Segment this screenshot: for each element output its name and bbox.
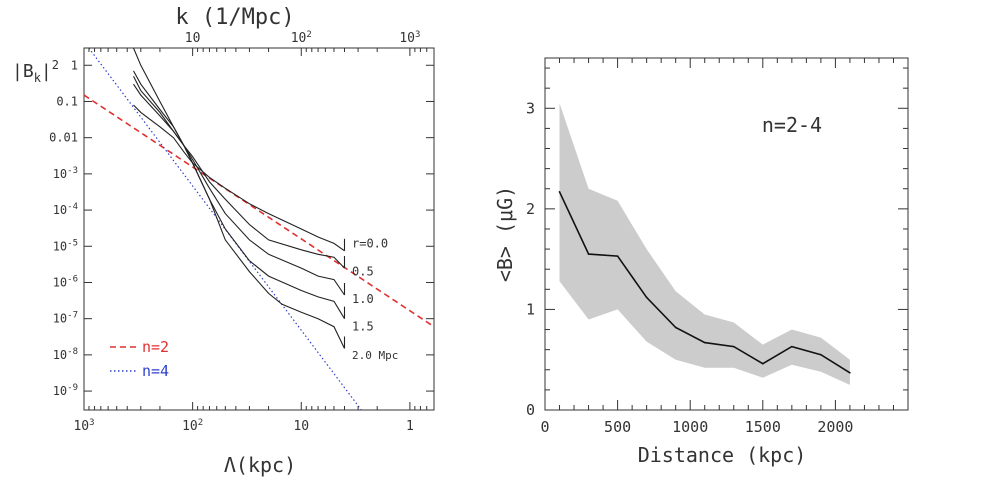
right-y-ticks: 0 1 2 3 bbox=[526, 67, 908, 419]
uncertainty-band bbox=[559, 103, 850, 385]
curve-label-r-1-0: 1.0 bbox=[352, 292, 374, 306]
field-strength-plot bbox=[558, 103, 851, 385]
left-y-tick-label: 10-6 bbox=[53, 274, 78, 289]
mean-field-point bbox=[674, 326, 677, 329]
top-axis-label: k (1/Mpc) bbox=[175, 5, 294, 30]
top-x-tick-label: 103 bbox=[399, 30, 420, 46]
mean-field-point bbox=[820, 353, 822, 356]
left-y-ticks: 1 0.1 0.01 10-3 10-4 10-5 10-6 10-7 10-8 10-9 bbox=[49, 58, 434, 398]
mean-field-point bbox=[732, 345, 735, 348]
right-y-tick-label: 2 bbox=[526, 200, 535, 218]
left-x-tick-label: 103 bbox=[73, 418, 94, 434]
svg-text:|Bk|2: |Bk|2 bbox=[12, 58, 59, 85]
left-x-ticks: 103 102 10 1 bbox=[73, 48, 435, 434]
right-x-tick-label: 1500 bbox=[745, 418, 781, 436]
right-x-tick-label: 2000 bbox=[817, 418, 853, 436]
right-y-tick-label: 3 bbox=[526, 99, 535, 117]
spectrum-curve-r-1-0 bbox=[133, 75, 345, 296]
left-y-tick-label: 0.01 bbox=[49, 131, 78, 145]
left-y-tick-label: 10-9 bbox=[53, 383, 78, 398]
spectrum-curve-r-2-0 bbox=[132, 48, 345, 349]
mean-field-point bbox=[645, 296, 648, 299]
x-axis-label: Λ(kpc) bbox=[224, 453, 296, 477]
left-y-tick-label: 10-8 bbox=[53, 347, 78, 362]
curve-label-r-0-5: 0.5 bbox=[352, 265, 374, 279]
curve-label-r-1-5: 1.5 bbox=[352, 320, 374, 334]
right-x-tick-label: 1000 bbox=[672, 418, 708, 436]
right-panel-field-strength: 0 1 2 3 0 500 1000 1500 2000 n=2-4 <B> (μG) Dis… bbox=[493, 57, 909, 467]
right-plot-frame bbox=[544, 57, 909, 411]
legend-label-n-4: n=4 bbox=[142, 362, 169, 380]
left-y-tick-label: 10-7 bbox=[53, 311, 78, 326]
spectrum-curve-r-1-5 bbox=[133, 70, 345, 319]
y-axis-label-sub: k bbox=[34, 71, 42, 85]
legend-label-n-2: n=2 bbox=[142, 338, 169, 356]
left-panel-spectrum: k (1/Mpc) |Bk|2 r=0.00.51.01.52.0 Mpc 10… bbox=[12, 5, 435, 477]
reference-line-n-4 bbox=[88, 48, 362, 410]
right-y-tick-label: 1 bbox=[526, 300, 535, 318]
left-y-tick-label: 0.1 bbox=[56, 94, 78, 108]
top-x-tick-label: 10 bbox=[185, 31, 201, 46]
curve-label-r-0-0: r=0.0 bbox=[352, 236, 388, 250]
left-y-tick-label: 10-3 bbox=[53, 166, 78, 181]
left-plot-frame bbox=[83, 47, 435, 411]
reference-line-n-2 bbox=[84, 94, 434, 328]
curve-labels: r=0.0 0.5 1.0 1.5 2.0 Mpc bbox=[352, 236, 398, 361]
left-x-tick-label: 10 bbox=[293, 419, 309, 434]
spectrum-curve-r-0-5 bbox=[133, 83, 345, 269]
top-x-ticks: 10 102 103 bbox=[185, 30, 420, 56]
curve-label-r-2-0: 2.0 Mpc bbox=[352, 349, 398, 362]
left-x-tick-label: 102 bbox=[182, 418, 203, 434]
mean-field-point bbox=[616, 255, 619, 257]
left-y-tick-label: 10-4 bbox=[53, 202, 78, 217]
legend: n=2n=4 bbox=[110, 338, 169, 380]
top-x-tick-label: 102 bbox=[291, 30, 312, 46]
mean-field-point bbox=[762, 362, 764, 365]
right-x-tick-label: 0 bbox=[540, 418, 549, 436]
y-axis-label-main: |B bbox=[12, 61, 34, 82]
spectrum-curves bbox=[132, 48, 346, 349]
mean-field-point bbox=[791, 345, 793, 348]
mean-field-point bbox=[587, 253, 590, 255]
mean-field-point bbox=[703, 341, 706, 344]
right-x-ticks: 0 500 1000 1500 2000 bbox=[540, 58, 894, 436]
right-y-axis-label: <B> (μG) bbox=[493, 186, 517, 282]
right-x-axis-label: Distance (kpc) bbox=[638, 443, 807, 467]
left-x-tick-label: 1 bbox=[406, 419, 414, 434]
spectrum-curve-r-0-0 bbox=[133, 104, 345, 252]
mean-field-point bbox=[558, 190, 561, 193]
y-axis-label: |Bk|2 bbox=[12, 58, 59, 85]
y-axis-label-sup: 2 bbox=[52, 58, 59, 72]
y-axis-label-tail: | bbox=[41, 61, 52, 82]
reference-lines bbox=[84, 48, 434, 410]
right-x-tick-label: 500 bbox=[604, 418, 631, 436]
mean-field-point bbox=[849, 371, 851, 374]
left-y-tick-label: 1 bbox=[71, 58, 78, 72]
annotation-n-range: n=2-4 bbox=[762, 113, 822, 137]
left-y-tick-label: 10-5 bbox=[53, 238, 78, 253]
right-y-tick-label: 0 bbox=[526, 401, 535, 419]
